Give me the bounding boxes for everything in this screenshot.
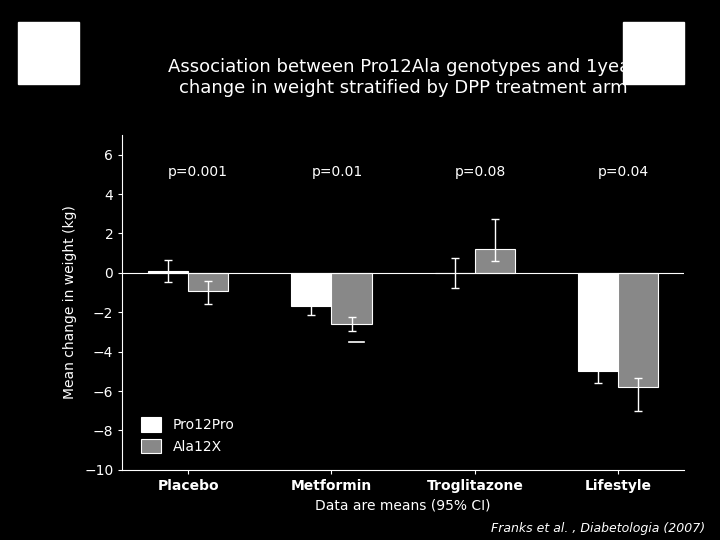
Bar — [618, 273, 659, 387]
X-axis label: Data are means (95% CI): Data are means (95% CI) — [315, 498, 491, 512]
Text: p=0.04: p=0.04 — [598, 165, 649, 179]
Bar — [188, 273, 228, 291]
Text: p=0.001: p=0.001 — [168, 165, 228, 179]
Y-axis label: Mean change in weight (kg): Mean change in weight (kg) — [63, 205, 77, 400]
Bar — [578, 273, 618, 372]
Bar — [331, 273, 372, 324]
Text: Franks et al. , Diabetologia (2007): Franks et al. , Diabetologia (2007) — [492, 522, 706, 535]
Text: p=0.08: p=0.08 — [455, 165, 506, 179]
Bar — [148, 271, 188, 273]
Bar — [292, 273, 331, 306]
Text: p=0.01: p=0.01 — [312, 165, 363, 179]
Legend: Pro12Pro, Ala12X: Pro12Pro, Ala12X — [135, 412, 240, 460]
Bar — [475, 249, 515, 273]
Text: Association between Pro12Ala genotypes and 1year
change in weight stratified by : Association between Pro12Ala genotypes a… — [168, 58, 638, 97]
